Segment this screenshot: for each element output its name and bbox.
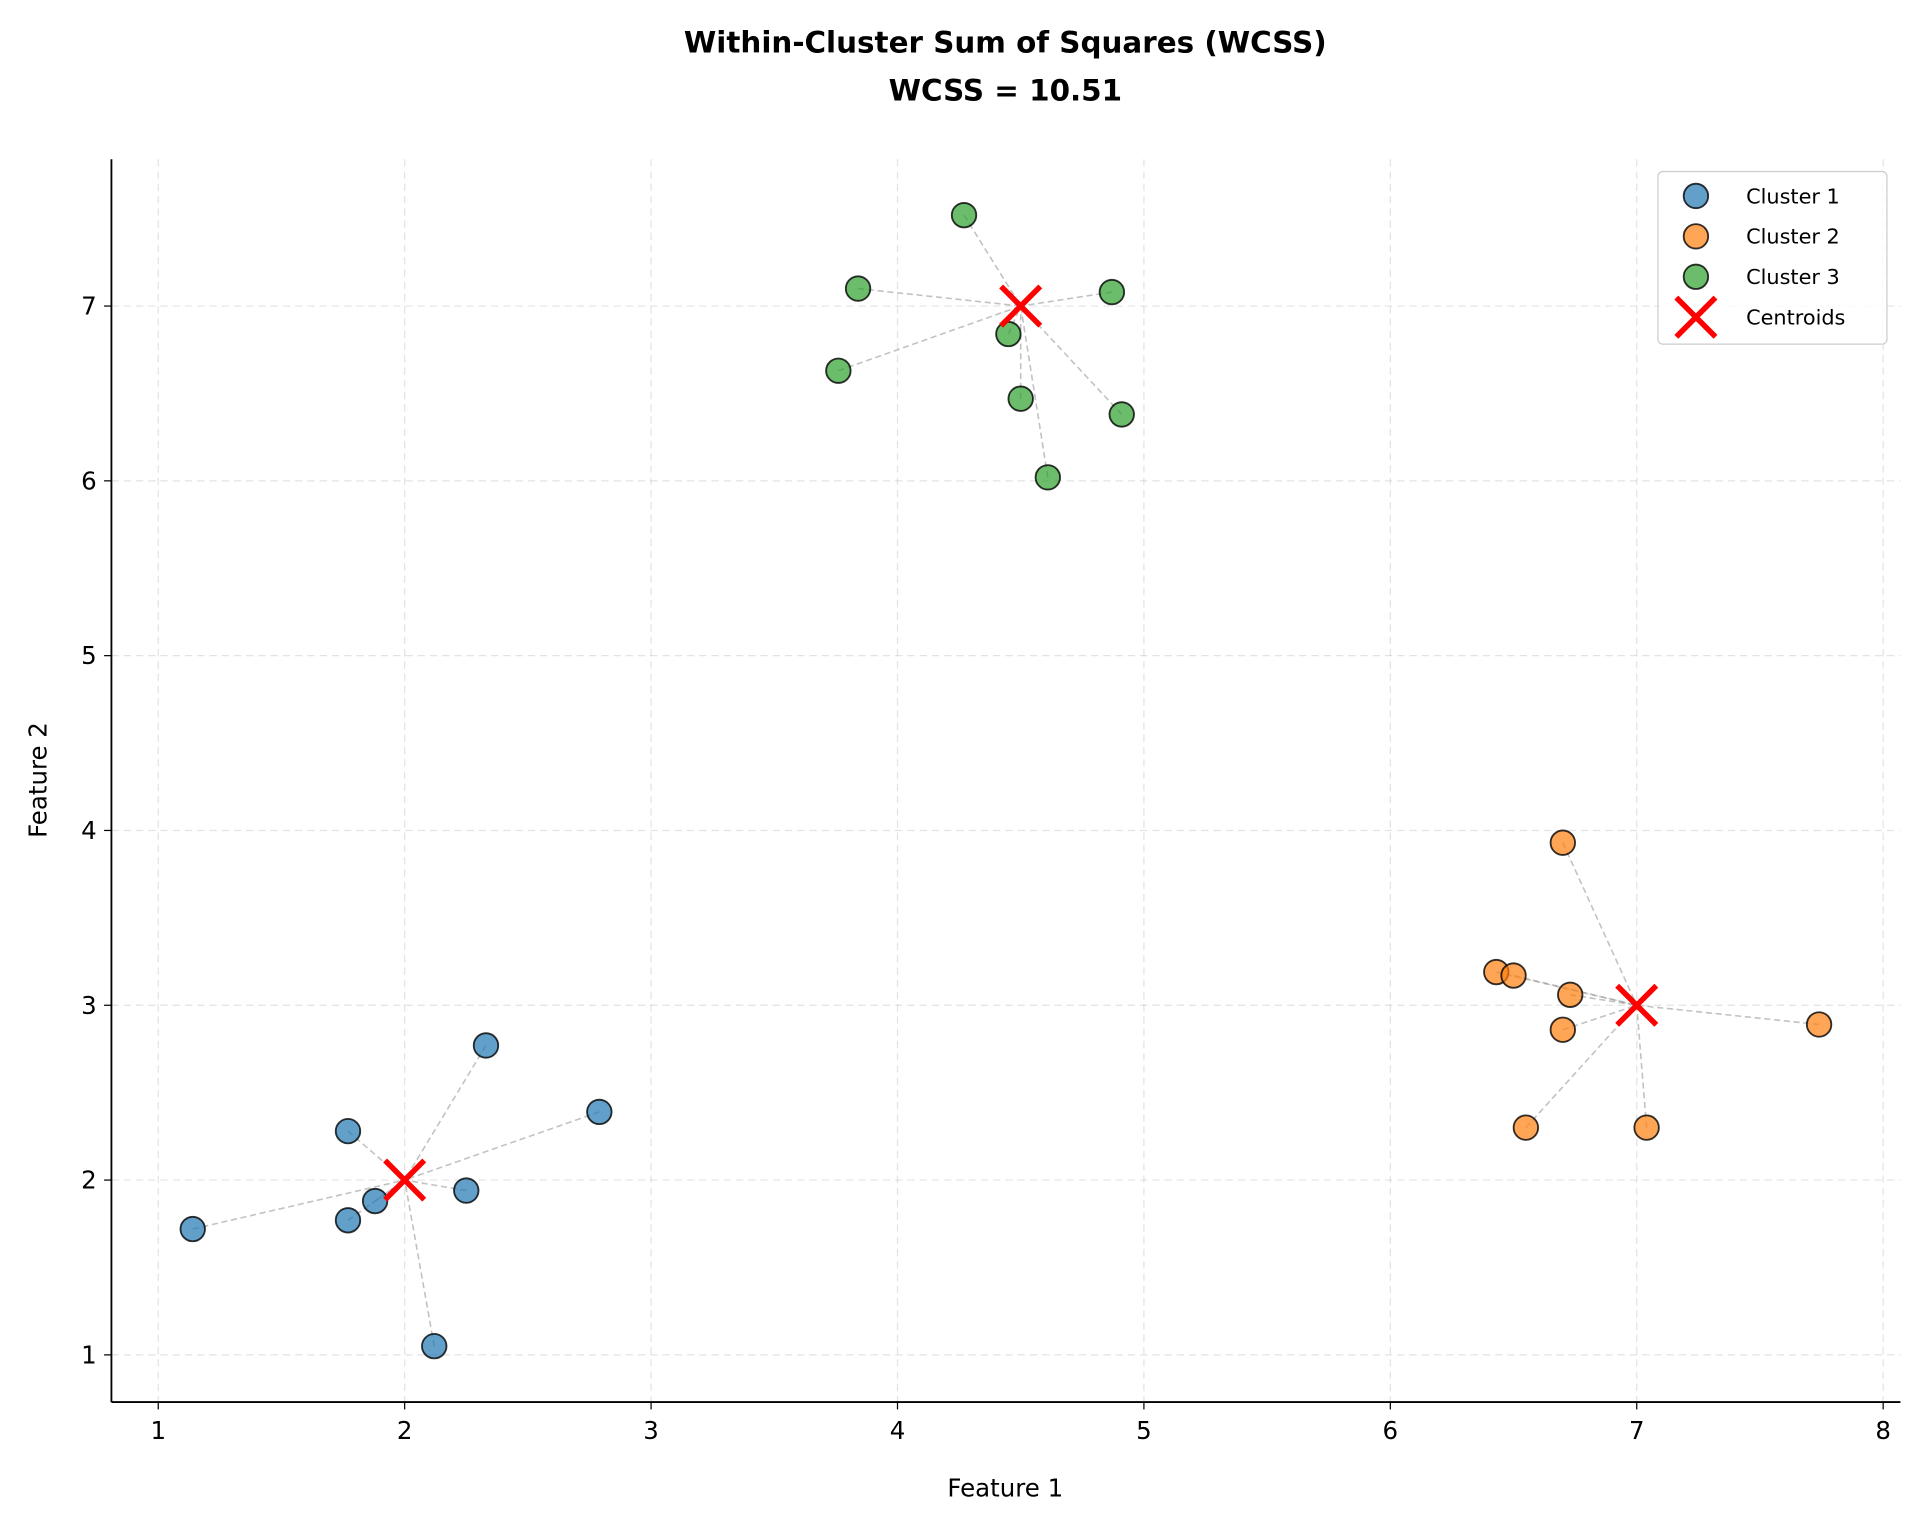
distance-line [857, 287, 1021, 307]
distance-line [1562, 842, 1638, 1006]
chart-subtitle: WCSS = 10.51 [889, 73, 1122, 107]
y-tick-label: 5 [81, 641, 97, 670]
data-point-cluster-2 [1549, 1016, 1576, 1043]
x-tick-label: 1 [150, 1416, 166, 1445]
x-tick-label: 3 [643, 1416, 659, 1445]
distance-line [403, 1179, 436, 1347]
y-tick-label: 1 [81, 1340, 97, 1369]
data-point-cluster-1 [334, 1207, 362, 1234]
centroid-marker [383, 1158, 427, 1202]
data-point-cluster-1 [361, 1187, 389, 1215]
data-point-cluster-1 [421, 1332, 448, 1360]
distance-line [192, 1179, 405, 1230]
data-point-cluster-3 [1108, 401, 1135, 428]
y-tick-label: 6 [81, 466, 97, 495]
x-tick-label: 6 [1383, 1416, 1399, 1445]
legend-centroid-marker [1674, 295, 1718, 339]
chart-title: Within-Cluster Sum of Squares (WCSS) [684, 26, 1327, 60]
y-tick-label: 3 [81, 991, 97, 1020]
x-tick-label: 4 [890, 1416, 906, 1445]
data-point-cluster-3 [1034, 464, 1061, 491]
x-axis-label: Feature 1 [947, 1473, 1063, 1502]
x-tick-label: 5 [1136, 1416, 1152, 1445]
legend-marker [1682, 263, 1710, 290]
legend-label: Cluster 1 [1746, 184, 1840, 208]
data-point-cluster-3 [825, 357, 852, 384]
distance-line [1020, 291, 1112, 307]
centroid-marker [1615, 983, 1659, 1027]
x-tick-label: 2 [397, 1416, 413, 1445]
data-point-cluster-3 [844, 275, 872, 302]
data-point-cluster-1 [472, 1032, 500, 1059]
distance-line [838, 305, 1021, 372]
data-point-cluster-3 [1007, 385, 1034, 412]
data-point-cluster-1 [586, 1098, 613, 1126]
distance-line [963, 214, 1022, 307]
data-point-cluster-3 [1098, 278, 1126, 306]
distance-line [1635, 1005, 1648, 1128]
y-tick-label: 2 [81, 1166, 97, 1195]
centroid-marker [999, 284, 1043, 328]
data-point-cluster-1 [453, 1177, 480, 1204]
y-tick-label: 4 [81, 816, 97, 845]
legend-marker [1682, 182, 1710, 210]
y-tick-label: 7 [81, 292, 97, 321]
data-point-cluster-3 [995, 320, 1022, 348]
legend: Cluster 1 Cluster 2 Cluster 3 Centroids [1657, 170, 1888, 345]
data-point-cluster-3 [950, 201, 978, 229]
x-tick-label: 7 [1629, 1416, 1645, 1445]
legend-label: Cluster 2 [1746, 225, 1840, 249]
legend-label: Cluster 3 [1746, 265, 1840, 289]
data-point-cluster-2 [1557, 981, 1584, 1008]
distance-line [1636, 1004, 1820, 1026]
distance-line [404, 1111, 600, 1181]
data-point-cluster-2 [1512, 1114, 1540, 1141]
data-point-cluster-1 [334, 1117, 362, 1145]
data-point-cluster-2 [1805, 1011, 1833, 1038]
legend-label: Centroids [1746, 306, 1845, 330]
y-axis-label: Feature 2 [24, 722, 53, 838]
data-point-cluster-2 [1500, 962, 1527, 989]
data-point-cluster-1 [179, 1215, 206, 1243]
legend-marker [1682, 223, 1710, 250]
distance-line [403, 1045, 487, 1181]
x-tick-label: 8 [1875, 1416, 1891, 1445]
data-point-cluster-2 [1633, 1114, 1660, 1141]
data-point-cluster-2 [1549, 829, 1576, 856]
